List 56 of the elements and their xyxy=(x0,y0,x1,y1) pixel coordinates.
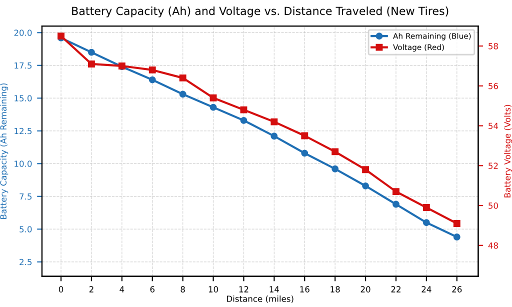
y-tick-label: 2.5 xyxy=(20,258,32,266)
point xyxy=(332,165,339,172)
y-tick-label: 7.5 xyxy=(20,193,32,200)
point xyxy=(422,219,430,226)
point xyxy=(210,94,217,102)
x-tick-label: 16 xyxy=(300,286,310,292)
point xyxy=(270,118,278,126)
y2-tick-label: 54 xyxy=(488,122,498,130)
x-tick-label: 12 xyxy=(239,286,248,292)
chart-title: Battery Capacity (Ah) and Voltage vs. Distance Traveled (New Tires) xyxy=(72,6,448,18)
x-tick-label: 0 xyxy=(58,286,64,292)
point xyxy=(179,90,186,98)
y-tick-label: 5.0 xyxy=(20,226,32,232)
y-tick-label: 20.0 xyxy=(14,30,32,36)
x-tick-label: 20 xyxy=(360,286,370,292)
point xyxy=(301,150,308,157)
x-tick-label: 10 xyxy=(208,286,218,292)
point xyxy=(362,166,370,174)
y2-tick-label: 50 xyxy=(488,202,498,209)
point xyxy=(301,132,308,140)
y-tick-label: 17.5 xyxy=(14,62,32,69)
y-tick-label: 12.5 xyxy=(14,128,32,134)
x-tick-label: 24 xyxy=(422,286,432,292)
point xyxy=(88,48,95,56)
x-tick-label: 2 xyxy=(89,286,94,292)
point xyxy=(148,66,156,74)
x-tick-label: 6 xyxy=(150,286,154,292)
x-tick-label: 26 xyxy=(452,286,462,292)
point xyxy=(332,148,339,156)
y2-tick-label: 56 xyxy=(488,82,498,90)
x-tick-label: 4 xyxy=(120,286,124,292)
x-tick-label: 8 xyxy=(180,286,185,292)
point xyxy=(453,220,460,227)
y-tick-label: 10.0 xyxy=(14,160,32,167)
point xyxy=(210,104,217,111)
point xyxy=(148,76,156,84)
y-tick-label: 15.0 xyxy=(14,95,32,102)
point xyxy=(392,188,400,196)
x-tick-label: 14 xyxy=(270,286,280,292)
x-tick-label: 22 xyxy=(391,286,400,292)
point xyxy=(240,116,248,124)
point xyxy=(392,200,400,208)
point xyxy=(422,204,430,211)
y2-tick-label: 58 xyxy=(488,43,498,50)
point xyxy=(88,60,95,68)
point xyxy=(362,182,370,190)
y2-axis-title: Battery Voltage (Volts) xyxy=(504,104,512,198)
x-tick-label: 18 xyxy=(330,286,340,292)
point xyxy=(179,74,186,82)
point xyxy=(240,106,248,114)
y2-tick-label: 52 xyxy=(488,162,498,169)
point xyxy=(453,234,460,240)
y2-tick-label: 48 xyxy=(488,242,498,249)
point xyxy=(270,132,278,140)
y-axis-title: Battery Capacity (Ah Remaining) xyxy=(0,83,8,219)
x-axis-title: Distance (miles) xyxy=(227,295,294,303)
